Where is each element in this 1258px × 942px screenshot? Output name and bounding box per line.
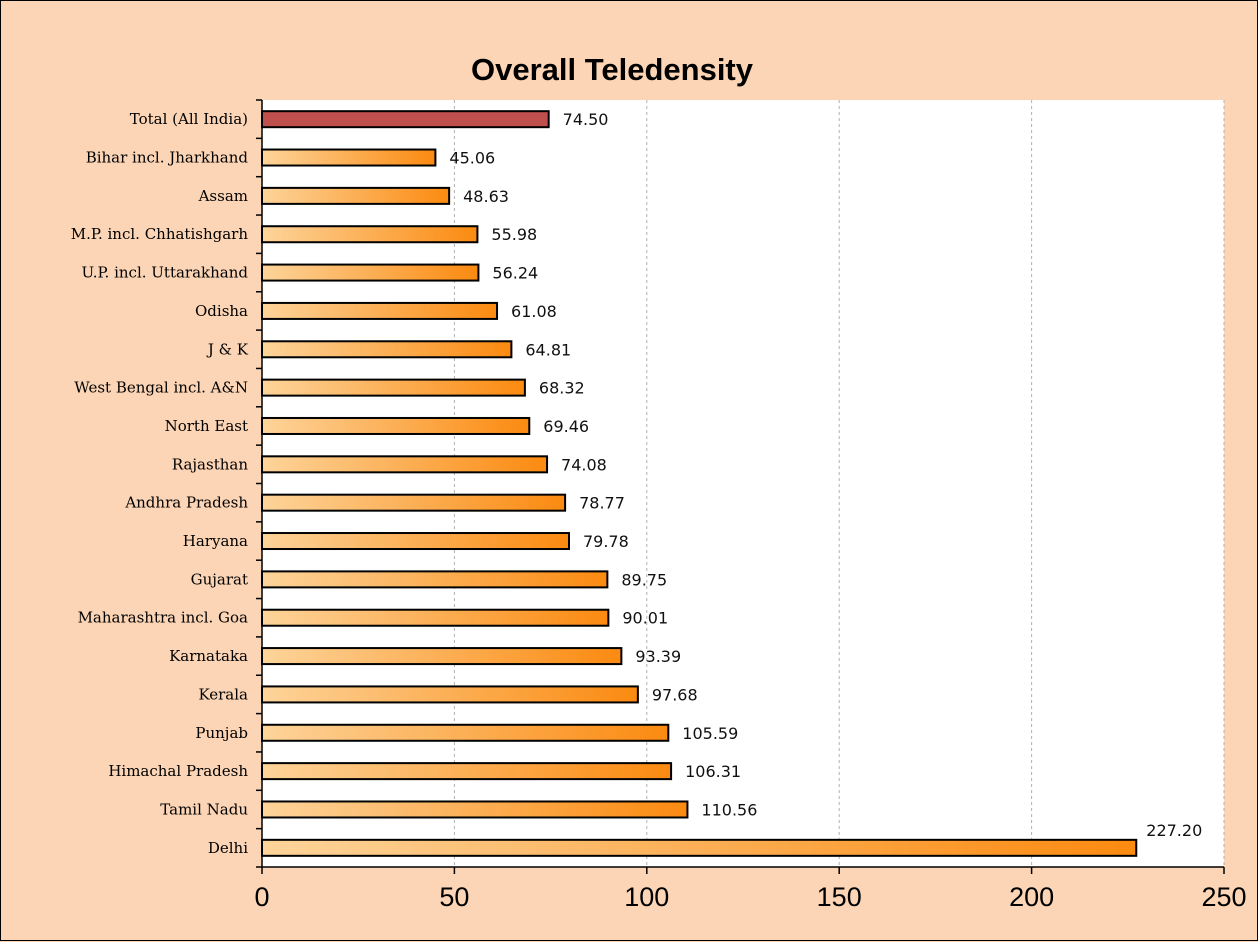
category-label: Himachal Pradesh	[108, 762, 248, 780]
bar	[261, 493, 567, 512]
bar	[261, 110, 550, 129]
value-label: 97.68	[652, 685, 698, 704]
x-tick-label: 0	[254, 882, 269, 912]
bar	[261, 378, 526, 397]
bars	[261, 110, 1138, 857]
chart-title: Overall Teledensity	[471, 52, 754, 87]
category-label: M.P. incl. Chhatishgarh	[71, 225, 249, 243]
x-tick-label: 100	[624, 882, 669, 912]
category-label: U.P. incl. Uttarakhand	[81, 264, 248, 282]
value-label: 105.59	[682, 724, 738, 743]
x-tick-label: 250	[1201, 882, 1246, 912]
bar	[261, 416, 531, 435]
plot-area	[262, 100, 1224, 867]
value-label: 78.77	[579, 494, 625, 513]
category-label: Bihar incl. Jharkhand	[86, 149, 249, 167]
bar	[261, 455, 549, 474]
value-label: 90.01	[622, 609, 668, 628]
value-label: 79.78	[583, 532, 629, 551]
category-label: Karnataka	[169, 647, 248, 665]
value-label: 64.81	[525, 340, 571, 359]
bar	[261, 225, 479, 244]
value-label: 56.24	[492, 264, 538, 283]
category-label: Tamil Nadu	[160, 800, 248, 818]
category-label: Andhra Pradesh	[124, 494, 248, 512]
value-label: 110.56	[701, 800, 757, 819]
bar	[261, 762, 673, 781]
bar	[261, 186, 451, 205]
bar	[261, 532, 570, 551]
category-label: J & K	[206, 340, 249, 358]
value-label: 89.75	[621, 570, 667, 589]
bar	[261, 723, 670, 742]
value-label: 55.98	[491, 225, 537, 244]
bar	[261, 685, 639, 704]
x-tick-label: 50	[439, 882, 469, 912]
bar	[261, 570, 609, 589]
category-label: Punjab	[195, 724, 248, 742]
category-label: Delhi	[208, 839, 248, 857]
category-label: Gujarat	[191, 570, 248, 588]
bar	[261, 301, 499, 320]
bar	[261, 608, 610, 627]
bar	[261, 148, 437, 167]
bar	[261, 838, 1138, 857]
category-label: Odisha	[195, 302, 248, 320]
value-label: 106.31	[685, 762, 741, 781]
category-label: West Bengal incl. A&N	[74, 379, 248, 397]
x-tick-label: 150	[817, 882, 862, 912]
category-label: Maharashtra incl. Goa	[78, 609, 248, 627]
bar	[261, 340, 513, 359]
value-label: 74.50	[563, 110, 609, 129]
category-label: Haryana	[183, 532, 248, 550]
value-label: 74.08	[561, 455, 607, 474]
category-label: Assam	[198, 187, 248, 205]
bar	[261, 263, 480, 282]
value-label: 93.39	[635, 647, 681, 666]
value-label: 61.08	[511, 302, 557, 321]
bar	[261, 800, 689, 819]
category-label: Total (All India)	[130, 110, 248, 128]
category-label: Rajasthan	[172, 455, 249, 473]
bar	[261, 647, 623, 666]
axes	[256, 99, 1225, 874]
category-label: Kerala	[198, 685, 248, 703]
value-label: 45.06	[449, 149, 495, 168]
value-label: 69.46	[543, 417, 589, 436]
value-label: 68.32	[539, 379, 585, 398]
labels: Total (All India) 74.50 Bihar incl. Jharkh…	[71, 110, 1247, 912]
x-tick-label: 200	[1009, 882, 1054, 912]
value-label: 227.20	[1146, 821, 1202, 840]
value-label: 48.63	[463, 187, 509, 206]
category-label: North East	[165, 417, 248, 435]
